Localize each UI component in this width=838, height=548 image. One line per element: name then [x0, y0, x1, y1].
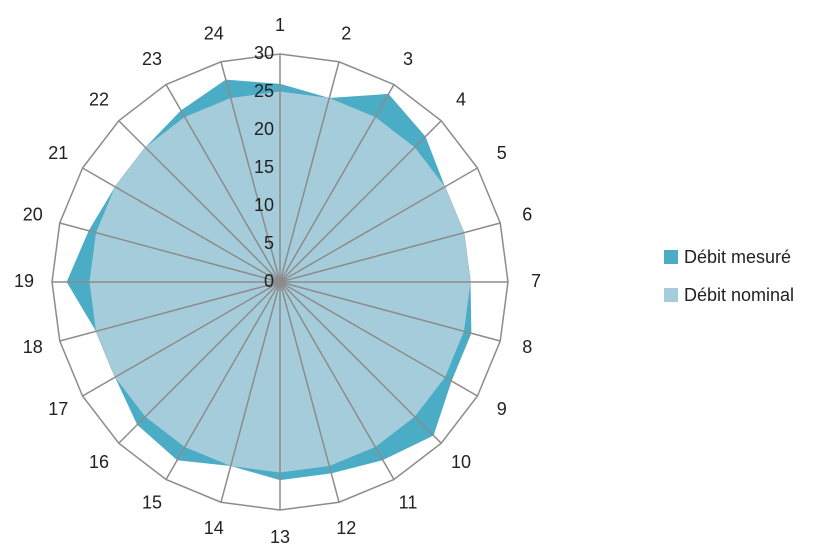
radial-tick-10: 10 — [254, 195, 274, 215]
legend-swatch-measured — [664, 250, 678, 264]
category-label-14: 14 — [204, 518, 224, 538]
radial-tick-0: 0 — [264, 271, 274, 291]
radar-spokes — [52, 54, 508, 510]
spoke-15 — [165, 281, 281, 480]
spoke-6 — [279, 222, 501, 283]
spoke-16 — [118, 281, 281, 444]
legend-item-nominal: Débit nominal — [664, 282, 794, 308]
category-label-4: 4 — [456, 90, 466, 110]
category-label-3: 3 — [403, 49, 413, 69]
category-label-20: 20 — [23, 204, 43, 224]
category-label-22: 22 — [89, 90, 109, 110]
spoke-14 — [220, 281, 281, 503]
category-label-6: 6 — [522, 204, 532, 224]
category-label-11: 11 — [399, 492, 418, 512]
spoke-24 — [220, 61, 281, 283]
spoke-9 — [279, 281, 478, 397]
radial-tick-30: 30 — [254, 43, 274, 63]
category-label-23: 23 — [142, 49, 162, 69]
spoke-4 — [279, 120, 442, 283]
category-label-8: 8 — [522, 337, 532, 357]
legend-item-measured: Débit mesuré — [664, 244, 794, 270]
category-label-17: 17 — [48, 399, 68, 419]
spoke-17 — [82, 281, 281, 397]
chart-legend: Débit mesuré Débit nominal — [664, 244, 794, 320]
spoke-10 — [279, 281, 442, 444]
category-label-9: 9 — [497, 399, 507, 419]
category-label-12: 12 — [336, 518, 356, 538]
category-label-10: 10 — [451, 452, 471, 472]
category-label-5: 5 — [497, 143, 507, 163]
category-label-21: 21 — [48, 143, 68, 163]
category-label-13: 13 — [270, 527, 290, 547]
spoke-23 — [165, 84, 281, 283]
radial-tick-15: 15 — [254, 157, 274, 177]
spoke-8 — [279, 281, 501, 342]
radial-tick-20: 20 — [254, 119, 274, 139]
spoke-3 — [279, 84, 395, 283]
spoke-22 — [118, 120, 281, 283]
category-label-15: 15 — [142, 492, 162, 512]
legend-swatch-nominal — [664, 288, 678, 302]
legend-label-nominal: Débit nominal — [684, 284, 795, 305]
spoke-2 — [279, 61, 340, 283]
spoke-11 — [279, 281, 395, 480]
radial-tick-25: 25 — [254, 81, 274, 101]
radial-tick-5: 5 — [264, 233, 274, 253]
category-label-19: 19 — [14, 271, 34, 291]
category-label-2: 2 — [341, 23, 351, 43]
category-label-16: 16 — [89, 452, 109, 472]
spoke-20 — [59, 222, 281, 283]
spoke-18 — [59, 281, 281, 342]
category-label-24: 24 — [204, 23, 224, 43]
category-label-1: 1 — [275, 15, 285, 35]
category-label-7: 7 — [531, 271, 541, 291]
category-label-18: 18 — [23, 337, 43, 357]
radar-labels: 1 234567891011121314151617181920212223240… — [14, 15, 541, 547]
legend-label-measured: Débit mesuré — [684, 246, 792, 267]
spoke-12 — [279, 281, 340, 503]
spoke-5 — [279, 167, 478, 283]
spoke-21 — [82, 167, 281, 283]
